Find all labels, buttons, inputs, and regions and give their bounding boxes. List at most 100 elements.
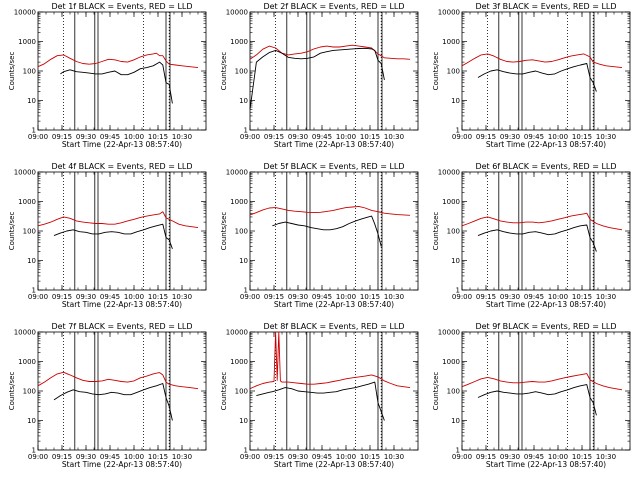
x-tick-label: 10:15 <box>360 293 380 301</box>
x-tick-label: 10:00 <box>124 293 144 301</box>
x-tick-label: 09:45 <box>312 293 332 301</box>
x-axis-label: Start Time (22-Apr-13 08:57:40) <box>62 140 182 149</box>
series-line-events <box>53 383 173 421</box>
x-tick-label: 09:00 <box>452 133 472 141</box>
x-tick-label: 09:00 <box>28 133 48 141</box>
series-line-lld <box>461 53 623 69</box>
x-tick-label: 09:15 <box>264 453 284 461</box>
y-tick-label: 10000 <box>438 9 460 17</box>
x-tick-label: 09:45 <box>100 293 120 301</box>
x-tick-label: 09:30 <box>76 453 96 461</box>
series-line-events <box>272 215 382 247</box>
x-axis-label: Start Time (22-Apr-13 08:57:40) <box>274 460 394 469</box>
y-tick-label: 10 <box>27 417 36 425</box>
y-tick-label: 100 <box>23 228 36 236</box>
series-line-lld <box>37 371 199 390</box>
plot-frame <box>249 11 419 131</box>
x-tick-label: 09:30 <box>288 293 308 301</box>
x-tick-label: 09:30 <box>76 133 96 141</box>
chart-title: Det 4f BLACK = Events, RED = LLD <box>51 162 192 171</box>
y-tick-label: 1 <box>244 127 248 135</box>
y-tick-label: 10000 <box>14 169 36 177</box>
x-tick-label: 09:00 <box>240 453 260 461</box>
plot-frame <box>37 331 207 451</box>
plot-frame <box>249 171 419 291</box>
chart-panel-7: Det 7f BLACK = Events, RED = LLD 1 10 100 10… <box>8 322 207 469</box>
y-axis-label: Counts/sec <box>432 52 440 91</box>
y-tick-label: 10000 <box>14 9 36 17</box>
x-tick-label: 10:00 <box>336 293 356 301</box>
chart-panel-6: Det 6f BLACK = Events, RED = LLD 1 10 100 10… <box>432 162 631 309</box>
series-line-lld <box>461 373 623 391</box>
x-tick-label: 09:45 <box>524 453 544 461</box>
y-tick-label: 10 <box>451 257 460 265</box>
y-tick-label: 1000 <box>230 198 248 206</box>
x-tick-label: 09:00 <box>452 293 472 301</box>
x-tick-label: 10:15 <box>572 453 592 461</box>
y-tick-label: 10000 <box>226 329 248 337</box>
x-axis-label: Start Time (22-Apr-13 08:57:40) <box>486 300 606 309</box>
plot-frame <box>461 11 631 131</box>
y-tick-label: 1000 <box>230 38 248 46</box>
x-tick-label: 10:30 <box>384 133 404 141</box>
y-tick-label: 1000 <box>442 198 460 206</box>
y-tick-label: 10000 <box>226 9 248 17</box>
y-tick-label: 10 <box>451 417 460 425</box>
chart-title: Det 8f BLACK = Events, RED = LLD <box>263 322 404 331</box>
x-tick-label: 09:30 <box>500 453 520 461</box>
chart-title: Det 9f BLACK = Events, RED = LLD <box>475 322 616 331</box>
y-tick-label: 1 <box>32 287 36 295</box>
series-line-events <box>477 63 597 92</box>
chart-panel-1: Det 1f BLACK = Events, RED = LLD 1 10 100 10… <box>8 2 207 149</box>
series-line-lld <box>249 205 411 216</box>
x-tick-label: 09:30 <box>76 293 96 301</box>
series-line-lld <box>461 212 623 231</box>
x-tick-label: 10:00 <box>124 133 144 141</box>
x-tick-label: 09:15 <box>52 453 72 461</box>
x-axis-label: Start Time (22-Apr-13 08:57:40) <box>486 460 606 469</box>
chart-panel-9: Det 9f BLACK = Events, RED = LLD 1 10 100 10… <box>432 322 631 469</box>
x-tick-label: 09:30 <box>500 133 520 141</box>
x-axis-label: Start Time (22-Apr-13 08:57:40) <box>486 140 606 149</box>
x-tick-label: 10:15 <box>572 293 592 301</box>
x-tick-label: 09:15 <box>52 293 72 301</box>
chart-panel-8: Det 8f BLACK = Events, RED = LLD 1 10 100 10… <box>220 322 419 469</box>
x-axis-label: Start Time (22-Apr-13 08:57:40) <box>62 300 182 309</box>
series-line-events <box>60 61 173 104</box>
y-tick-label: 10000 <box>438 329 460 337</box>
chart-panel-4: Det 4f BLACK = Events, RED = LLD 1 10 100 10… <box>8 162 207 309</box>
y-axis-label: Counts/sec <box>8 212 16 251</box>
chart-title: Det 3f BLACK = Events, RED = LLD <box>475 2 616 11</box>
x-tick-label: 09:45 <box>524 133 544 141</box>
y-tick-label: 10 <box>239 97 248 105</box>
x-tick-label: 09:00 <box>28 293 48 301</box>
series-line-events <box>477 384 597 416</box>
y-tick-label: 100 <box>447 68 460 76</box>
y-tick-label: 100 <box>447 228 460 236</box>
chart-panel-5: Det 5f BLACK = Events, RED = LLD 1 10 100 10… <box>220 162 419 309</box>
x-tick-label: 10:15 <box>360 133 380 141</box>
y-tick-label: 10 <box>239 417 248 425</box>
x-axis-label: Start Time (22-Apr-13 08:57:40) <box>274 140 394 149</box>
y-tick-label: 1000 <box>18 198 36 206</box>
y-tick-label: 100 <box>235 68 248 76</box>
y-tick-label: 10000 <box>14 329 36 337</box>
y-axis-label: Counts/sec <box>8 52 16 91</box>
x-axis-label: Start Time (22-Apr-13 08:57:40) <box>274 300 394 309</box>
y-tick-label: 100 <box>23 388 36 396</box>
chart-title: Det 5f BLACK = Events, RED = LLD <box>263 162 404 171</box>
series-line-events <box>477 224 597 252</box>
y-tick-label: 1 <box>456 447 460 455</box>
y-tick-label: 10 <box>27 97 36 105</box>
y-tick-label: 1000 <box>442 38 460 46</box>
x-tick-label: 10:30 <box>384 293 404 301</box>
x-tick-label: 10:15 <box>148 133 168 141</box>
x-axis-label: Start Time (22-Apr-13 08:57:40) <box>62 460 182 469</box>
y-tick-label: 100 <box>23 68 36 76</box>
y-tick-label: 1000 <box>230 358 248 366</box>
x-tick-label: 09:15 <box>476 133 496 141</box>
y-tick-label: 10000 <box>226 169 248 177</box>
y-tick-label: 100 <box>235 228 248 236</box>
y-tick-label: 1000 <box>442 358 460 366</box>
